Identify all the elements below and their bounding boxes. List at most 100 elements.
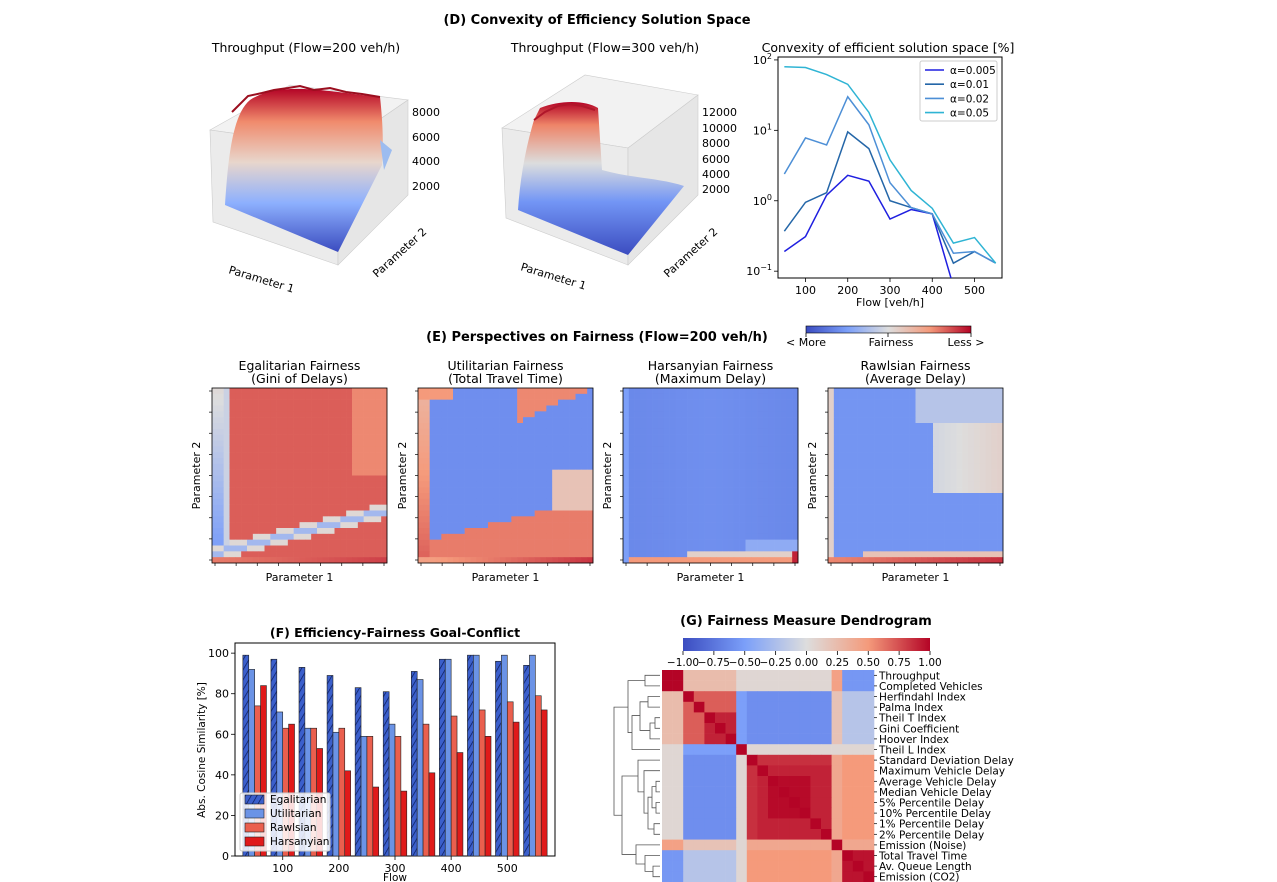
heatmap-cell <box>903 481 910 488</box>
heatmap-cell <box>528 510 535 517</box>
heatmap-cell <box>458 522 465 529</box>
heatmap-cell <box>768 528 775 535</box>
heatmap-cell <box>938 463 945 470</box>
heatmap-cell <box>944 411 951 418</box>
heatmap-cell <box>623 498 630 505</box>
heatmap-cell <box>833 388 840 395</box>
heatmap-cell <box>476 446 483 453</box>
heatmap-cell <box>909 388 916 395</box>
heatmap-cell <box>282 469 289 476</box>
heatmap-cell <box>938 405 945 412</box>
heatmap-cell <box>757 446 764 453</box>
heatmap-cell <box>828 463 835 470</box>
heatmap-cell <box>886 557 893 564</box>
heatmap-cell <box>757 522 764 529</box>
heatmap-cell <box>898 545 905 552</box>
heatmap-cell <box>658 551 665 558</box>
heatmap-cell <box>575 469 582 476</box>
heatmap-cell <box>493 423 500 430</box>
heatmap-cell <box>763 440 770 447</box>
heatmap-cell <box>950 428 957 435</box>
heatmap-cell <box>768 481 775 488</box>
heatmap-cell <box>317 539 324 546</box>
heatmap-cell <box>464 417 471 424</box>
corr-cell <box>725 850 737 862</box>
heatmap-cell <box>299 446 306 453</box>
heatmap-cell <box>675 399 682 406</box>
heatmap-cell <box>997 475 1004 482</box>
heatmap-cell <box>581 405 588 412</box>
heatmap-cell <box>985 481 992 488</box>
corr-cell <box>736 712 748 724</box>
heatmap-cell <box>523 399 530 406</box>
heatmap-cell <box>786 487 793 494</box>
heatmap-cell <box>423 516 430 523</box>
dendrogram-link <box>644 855 660 872</box>
heatmap-cell <box>687 545 694 552</box>
heatmap-xlabel: Parameter 1 <box>677 571 745 584</box>
heatmap-cell <box>517 452 524 459</box>
heatmap-cell <box>751 399 758 406</box>
heatmap-cell <box>915 487 922 494</box>
heatmap-cell <box>247 510 254 517</box>
heatmap-cell <box>453 487 460 494</box>
heatmap-cell <box>453 522 460 529</box>
heatmap-cell <box>346 434 353 441</box>
heatmap-cell <box>745 463 752 470</box>
heatmap-cell <box>892 487 899 494</box>
heatmap-cell <box>247 516 254 523</box>
heatmap-cell <box>623 528 630 535</box>
heatmap-cell <box>581 487 588 494</box>
corr-cell <box>799 860 811 872</box>
heatmap-cell <box>763 446 770 453</box>
heatmap-cell <box>299 388 306 395</box>
heatmap-cell <box>739 434 746 441</box>
heatmap-cell <box>235 405 242 412</box>
heatmap-cell <box>293 399 300 406</box>
heatmap-cell <box>587 388 594 395</box>
heatmap-cell <box>423 557 430 564</box>
heatmap-cell <box>669 493 676 500</box>
heatmap-cell <box>663 440 670 447</box>
heatmap-cell <box>950 423 957 430</box>
heatmap-cell <box>874 533 881 540</box>
heatmap-cell <box>441 539 448 546</box>
heatmap-cell <box>751 528 758 535</box>
heatmap-cell <box>710 446 717 453</box>
heatmap-cell <box>863 516 870 523</box>
heatmap-cell <box>212 498 219 505</box>
heatmap-cell <box>258 458 265 465</box>
heatmap-cell <box>868 411 875 418</box>
heatmap-cell <box>710 388 717 395</box>
heatmap-cell <box>470 463 477 470</box>
heatmap-cell <box>675 533 682 540</box>
line-xtick-label: 400 <box>922 284 943 297</box>
heatmap-cell <box>857 463 864 470</box>
heatmap-cell <box>938 545 945 552</box>
heatmap-cell <box>317 493 324 500</box>
heatmap-cell <box>540 475 547 482</box>
heatmap-cell <box>435 423 442 430</box>
heatmap-cell <box>464 440 471 447</box>
heatmap-cell <box>340 423 347 430</box>
heatmap-cell <box>780 475 787 482</box>
heatmap-cell <box>921 504 928 511</box>
heatmap-cell <box>979 393 986 400</box>
heatmap-cell <box>328 469 335 476</box>
heatmap-cell <box>658 557 665 564</box>
heatmap-cell <box>658 510 665 517</box>
heatmap-cell <box>757 388 764 395</box>
heatmap-cell <box>241 522 248 529</box>
heatmap-cell <box>669 469 676 476</box>
heatmap-cell <box>658 405 665 412</box>
heatmap-cell <box>704 440 711 447</box>
heatmap-cell <box>235 510 242 517</box>
heatmap-cell <box>938 516 945 523</box>
heatmap-cell <box>956 446 963 453</box>
heatmap-cell <box>757 469 764 476</box>
corr-cell <box>693 680 705 692</box>
heatmap-cell <box>851 510 858 517</box>
heatmap-cell <box>698 440 705 447</box>
heatmap-cell <box>511 463 518 470</box>
